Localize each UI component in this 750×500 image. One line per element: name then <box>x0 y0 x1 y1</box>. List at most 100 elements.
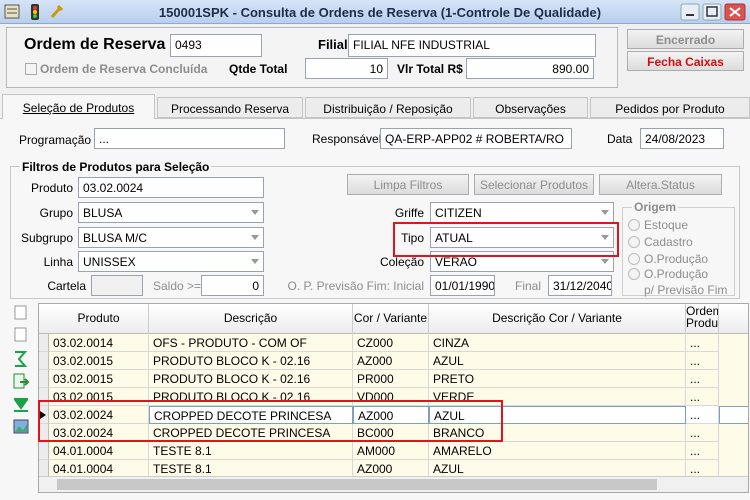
grid-toolbar <box>13 305 30 434</box>
grid-cell[interactable]: PRODUTO BLOCO K - 02.16 <box>149 352 353 370</box>
grid-cell[interactable]: BRANCO <box>429 424 686 442</box>
grid-cell[interactable]: OFS - PRODUTO - COM OF <box>149 334 353 352</box>
group-label: Grupo <box>39 206 73 220</box>
grid-cell[interactable]: ... <box>686 424 719 442</box>
grid-cell[interactable]: CINZA <box>429 334 686 352</box>
title-bar <box>0 0 750 24</box>
date-field[interactable]: 24/08/2023 <box>640 128 724 149</box>
qty-field[interactable]: 10 <box>305 58 388 79</box>
grid-cell[interactable]: AZ000 <box>353 406 429 424</box>
grid-cell[interactable]: TESTE 8.1 <box>149 442 353 460</box>
column-header[interactable]: Descrição <box>149 304 353 334</box>
tab[interactable]: Processando Reserva <box>157 97 303 118</box>
grid-cell[interactable]: ... <box>686 388 719 406</box>
brand-label: Griffe <box>394 206 424 220</box>
grid-cell[interactable]: AMARELO <box>429 442 686 460</box>
origin-title: Origem <box>632 200 679 214</box>
subgroup-label: Subgrupo <box>20 231 73 245</box>
scroll-thumb[interactable] <box>57 479 657 490</box>
row-indicator <box>39 388 49 406</box>
grid-cell[interactable]: ... <box>686 442 719 460</box>
grid-cell[interactable]: CZ000 <box>353 334 429 352</box>
order-number-field[interactable]: 0493 <box>170 34 262 57</box>
close-boxes-button[interactable]: Fecha Caixas <box>627 51 744 71</box>
qty-label: Qtde Total <box>229 62 288 76</box>
subgroup-select[interactable]: BLUSA M/C <box>78 227 264 248</box>
grid-cell[interactable]: 03.02.0024 <box>49 406 149 424</box>
balance-label: Saldo >= <box>153 279 202 293</box>
forecast-end-field[interactable]: 31/12/2040 <box>548 275 612 296</box>
grid-cell[interactable]: ... <box>686 406 719 424</box>
card-field[interactable] <box>91 275 143 296</box>
icon[interactable] <box>4 4 20 19</box>
column-header[interactable]: Ordem Produção <box>686 304 719 334</box>
grid-cell[interactable]: AZUL <box>429 406 686 424</box>
toolbar-icon[interactable] <box>14 327 27 342</box>
toolbar-icon[interactable] <box>15 351 28 367</box>
closed-button[interactable]: Encerrado <box>627 29 744 49</box>
type-select[interactable]: ATUAL <box>430 227 614 248</box>
radio-button[interactable] <box>628 268 640 280</box>
grid-cell[interactable]: PRETO <box>429 370 686 388</box>
date-label: Data <box>607 132 633 146</box>
product-label: Produto <box>30 181 73 195</box>
horizontal-scrollbar[interactable] <box>39 476 748 492</box>
grid-cell[interactable]: ... <box>686 334 719 352</box>
order-label: Ordem de Reserva <box>24 36 166 53</box>
tab[interactable]: Observações <box>473 97 588 118</box>
minimize-button[interactable] <box>680 3 700 21</box>
schedule-field[interactable]: ... <box>94 128 285 149</box>
brand-select[interactable]: CITIZEN <box>430 202 614 223</box>
schedule-label: Programação <box>19 133 92 147</box>
grid-cell[interactable]: CROPPED DECOTE PRINCESA <box>149 406 353 424</box>
tab[interactable]: Distribuição / Reposição <box>305 97 471 118</box>
icon[interactable] <box>50 4 64 18</box>
radio-button[interactable] <box>628 236 640 248</box>
filter-button[interactable]: Selecionar Produtos <box>474 174 594 195</box>
filters-group <box>10 166 740 299</box>
radio-label: O.Produção p/ Previsão Fim <box>644 267 728 297</box>
group-select[interactable]: BLUSA <box>78 202 264 223</box>
filter-button[interactable]: Altera.Status <box>599 174 722 195</box>
radio-button[interactable] <box>628 253 640 265</box>
filters-title: Filtros de Produtos para Seleção <box>20 160 212 174</box>
grid-cell[interactable]: 03.02.0015 <box>49 370 149 388</box>
responsible-label: Responsável <box>312 132 382 146</box>
window-controls <box>680 3 746 21</box>
toolbar-icon[interactable] <box>14 305 27 320</box>
grid-cell[interactable]: 03.02.0015 <box>49 352 149 370</box>
column-header[interactable]: Produto <box>49 304 149 334</box>
grid-cell[interactable]: ... <box>686 370 719 388</box>
highlight-box <box>38 400 503 442</box>
tab[interactable]: Pedidos por Produto <box>590 97 750 118</box>
radio-label: O.Produção <box>644 252 709 266</box>
tab[interactable]: Seleção de Produtos <box>2 94 155 119</box>
grid-cell[interactable]: 03.02.0014 <box>49 334 149 352</box>
row-indicator <box>39 334 49 352</box>
grid-cell[interactable]: AZUL <box>429 352 686 370</box>
completed-checkbox[interactable] <box>25 63 37 75</box>
column-header[interactable]: Descrição Cor / Variante <box>429 304 686 334</box>
row-pointer <box>40 411 50 419</box>
grid-cell[interactable]: 04.01.0004 <box>49 442 149 460</box>
radio-button[interactable] <box>628 219 640 231</box>
product-field[interactable]: 03.02.0024 <box>78 177 264 198</box>
grid-cell[interactable]: ... <box>686 352 719 370</box>
radio-label: Estoque <box>644 218 689 232</box>
responsible-field[interactable]: QA-ERP-APP02 # ROBERTA/RO <box>380 128 572 149</box>
toolbar-icon[interactable] <box>14 398 28 412</box>
column-header[interactable]: Cor / Variante <box>353 304 429 334</box>
final-label: Final <box>515 279 542 293</box>
line-select[interactable]: UNISSEX <box>78 251 264 272</box>
grid-cell[interactable]: AM000 <box>353 442 429 460</box>
forecast-start-field[interactable]: 01/01/1990 <box>430 275 495 296</box>
balance-field[interactable]: 0 <box>201 275 264 296</box>
branch-field[interactable]: FILIAL NFE INDUSTRIAL <box>348 34 596 57</box>
grid-cell[interactable]: PR000 <box>353 370 429 388</box>
value-field[interactable]: 890.00 <box>466 58 594 79</box>
grid-cell[interactable]: AZ000 <box>353 352 429 370</box>
grid-header <box>39 304 748 334</box>
filter-button[interactable]: Limpa Filtros <box>347 174 469 195</box>
value-label: Vlr Total R$ <box>397 62 463 76</box>
grid-cell[interactable]: PRODUTO BLOCO K - 02.16 <box>149 370 353 388</box>
